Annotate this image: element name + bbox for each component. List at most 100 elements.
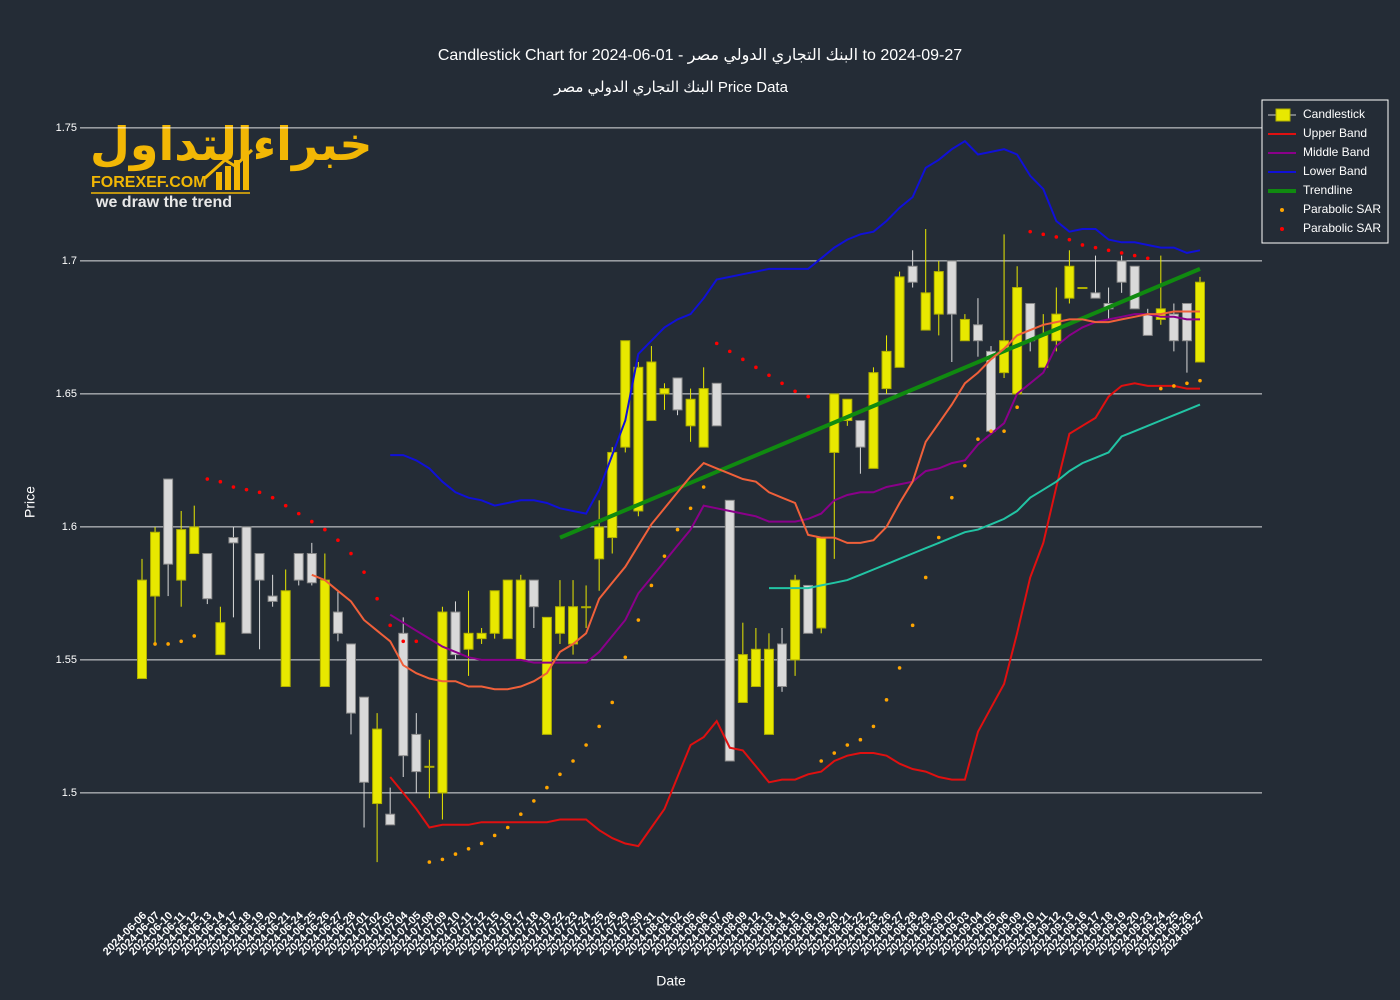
legend-swatch <box>1275 108 1291 122</box>
candle-body <box>881 350 892 390</box>
sar-dot <box>362 570 366 574</box>
sar-dot <box>858 737 863 742</box>
sar-dot <box>296 511 301 516</box>
candle-body <box>489 590 500 634</box>
sar-dot <box>780 381 784 386</box>
candle-body <box>750 648 761 688</box>
candle-body <box>150 531 161 597</box>
sar-dot <box>492 833 497 838</box>
sar-dot <box>675 527 680 532</box>
logo-arrow <box>203 148 254 180</box>
sar-dot <box>558 772 562 777</box>
candle-body <box>1168 313 1179 342</box>
sar-dot <box>1159 386 1163 391</box>
y-tick-label: 1.65 <box>56 388 77 400</box>
sar-dot <box>479 841 484 846</box>
candle-body <box>345 643 356 714</box>
candle-body <box>463 632 474 650</box>
sar-dot <box>989 429 993 433</box>
candle-body <box>685 398 696 427</box>
sar-dot <box>244 487 249 492</box>
candle-body <box>868 372 879 469</box>
logo-brand: FOREXEF.COM <box>91 174 207 191</box>
logo-tagline: we draw the trend <box>95 194 232 211</box>
candle-body <box>959 318 970 342</box>
sar-dot <box>963 463 967 468</box>
sar-dot <box>349 551 353 556</box>
candle-body <box>163 478 174 565</box>
candle-body <box>267 595 278 602</box>
candle-body <box>672 377 683 411</box>
chart-title: Candlestick Chart for البنك التجاري الدو… <box>438 47 962 65</box>
series-line <box>389 313 1200 664</box>
candle-body <box>724 499 735 762</box>
series-line <box>769 403 1201 590</box>
y-tick-label: 1.7 <box>62 255 77 267</box>
candle-body <box>515 579 526 661</box>
sar-dot <box>950 495 954 500</box>
sar-dot <box>845 743 850 747</box>
candle-body <box>450 611 461 656</box>
sar-dot <box>1080 243 1085 247</box>
candle-body <box>568 606 579 645</box>
x-axis-title: Date <box>656 973 686 989</box>
sar-dot <box>832 751 837 755</box>
sar-dot <box>1172 384 1176 388</box>
sar-dot <box>806 394 810 399</box>
candle-body <box>1077 287 1088 290</box>
sar-dot <box>597 724 601 729</box>
sar-dot <box>1041 232 1046 237</box>
sar-dot <box>584 743 588 747</box>
sar-dot <box>741 357 745 362</box>
candle-body <box>424 765 435 768</box>
legend-label: Middle Band <box>1303 145 1370 159</box>
candle-body <box>215 622 226 656</box>
candle-body <box>1090 292 1101 299</box>
sar-dot <box>727 349 732 354</box>
sar-dot <box>571 759 575 763</box>
sar-dot <box>179 639 183 644</box>
legend-swatch <box>1280 208 1284 212</box>
legend-label: Upper Band <box>1303 126 1367 140</box>
sar-dot <box>205 477 210 481</box>
sar-dot <box>336 538 340 543</box>
sar-dot <box>623 655 628 660</box>
sar-dot <box>375 596 379 601</box>
candle-body <box>137 579 147 680</box>
candle-body <box>411 733 422 773</box>
candle-body <box>737 654 748 703</box>
sar-dot <box>283 503 288 508</box>
logo-bar <box>216 172 222 190</box>
sar-dot <box>1198 378 1202 383</box>
sar-dot <box>505 825 510 830</box>
sar-dot <box>871 724 876 729</box>
sar-dot <box>518 812 523 816</box>
y-tick-label: 1.5 <box>62 787 77 799</box>
candle-body <box>437 611 448 794</box>
sar-dot <box>662 554 667 558</box>
y-tick-label: 1.55 <box>56 654 77 666</box>
candle-body <box>763 648 774 735</box>
candle-body <box>306 553 317 584</box>
logo-bar <box>234 160 240 190</box>
sar-dot <box>1054 235 1059 239</box>
candle-body <box>1142 313 1153 336</box>
candle-body <box>1129 265 1140 310</box>
candle-body <box>1195 281 1205 363</box>
sar-dot <box>414 639 419 644</box>
candle-body <box>293 553 304 581</box>
sar-dot <box>636 618 641 622</box>
legend-label: Lower Band <box>1303 164 1367 178</box>
sar-dot <box>976 437 980 441</box>
legend: Candlestick Upper Band Middle Band Lower Ba… <box>1261 99 1389 244</box>
candle-body <box>228 537 239 544</box>
sar-dot <box>793 389 797 394</box>
sar-dot <box>649 583 654 588</box>
candle-body <box>920 292 931 331</box>
sar-dot <box>819 759 824 763</box>
candle-body <box>646 361 657 422</box>
sar-dot <box>1185 381 1189 386</box>
candle-body <box>332 611 343 634</box>
candle-body <box>1116 260 1127 283</box>
